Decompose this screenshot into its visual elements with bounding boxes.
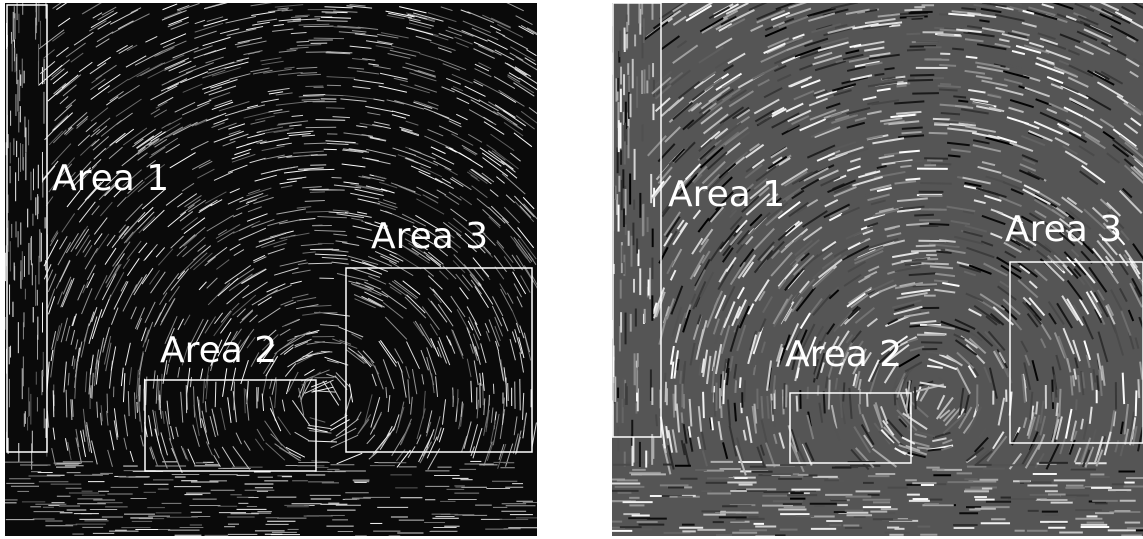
- streak: [215, 382, 216, 407]
- area-label: Area 1: [52, 158, 169, 199]
- streak: [907, 17, 925, 18]
- streak: [937, 35, 954, 36]
- streak: [317, 21, 348, 22]
- streak: [1036, 402, 1037, 415]
- streak: [929, 133, 948, 134]
- streak: [902, 127, 923, 128]
- streak: [137, 402, 138, 413]
- streak: [258, 387, 259, 401]
- streak: [673, 394, 674, 418]
- streak: [934, 125, 949, 126]
- streak: [958, 101, 968, 102]
- streak: [797, 396, 798, 412]
- streak: [772, 400, 773, 414]
- streak: [924, 158, 948, 159]
- streak: [934, 280, 948, 281]
- streak: [316, 120, 346, 121]
- streak: [938, 86, 961, 87]
- streak: [682, 412, 683, 422]
- streak: [897, 83, 907, 84]
- streak: [138, 396, 139, 412]
- streak: [928, 224, 950, 225]
- panel-right: Area 1 Area 2 Area 3: [602, 0, 1143, 536]
- streak: [900, 166, 911, 167]
- streak: [907, 50, 925, 51]
- streak: [1076, 399, 1077, 410]
- streak: [735, 403, 736, 422]
- streak: [66, 390, 67, 418]
- streak: [931, 164, 951, 165]
- streak: [1056, 403, 1057, 416]
- streak: [912, 259, 927, 260]
- streak: [867, 393, 868, 406]
- streak: [910, 75, 934, 76]
- streak: [680, 371, 681, 384]
- streak: [107, 394, 108, 414]
- streak: [740, 377, 741, 388]
- streak: [305, 86, 323, 87]
- streak: [843, 382, 844, 401]
- streak: [948, 155, 960, 156]
- streak: [824, 391, 825, 413]
- streak: [941, 113, 960, 114]
- streak: [915, 387, 916, 409]
- streak: [735, 380, 736, 393]
- streak: [53, 390, 54, 417]
- streak: [1097, 375, 1098, 390]
- streak: [1073, 375, 1074, 386]
- streak: [916, 245, 936, 246]
- streak: [884, 68, 894, 69]
- streak: [744, 380, 745, 402]
- streak: [934, 121, 959, 122]
- area-label: Area 2: [160, 330, 277, 371]
- streak: [921, 263, 948, 264]
- streak: [905, 179, 920, 180]
- streak: [1059, 389, 1060, 417]
- streak: [761, 396, 762, 418]
- streak: [493, 384, 494, 394]
- streak: [966, 57, 978, 58]
- streak: [953, 96, 966, 97]
- area-label: Area 3: [371, 216, 488, 257]
- streak: [909, 12, 929, 13]
- streak: [703, 392, 704, 418]
- streak: [952, 49, 964, 50]
- streak: [907, 80, 933, 81]
- streak: [939, 65, 956, 66]
- panel-left: Area 1 Area 2 Area 3: [2, 0, 550, 536]
- area-label: Area 3: [1005, 209, 1122, 250]
- streak: [304, 101, 325, 102]
- streak: [331, 177, 341, 178]
- streak: [508, 383, 509, 401]
- streak: [961, 8, 976, 9]
- streak: [896, 86, 906, 87]
- streak: [818, 385, 819, 395]
- streak: [904, 10, 922, 11]
- streak: [714, 392, 715, 416]
- streak: [914, 215, 934, 216]
- streak: [829, 380, 830, 410]
- streak: [187, 394, 188, 409]
- figure: Area 1 Area 2 Area 3 Area 1 Area 2 Area …: [0, 0, 1143, 539]
- streak: [939, 89, 958, 90]
- streak: [906, 34, 920, 35]
- streak: [940, 84, 951, 85]
- streak: [1138, 379, 1139, 398]
- streak: [933, 119, 950, 120]
- streak: [895, 393, 896, 405]
- page: Area 1 Area 2 Area 3 Area 1 Area 2 Area …: [0, 0, 1143, 539]
- streak: [325, 95, 344, 96]
- streak: [322, 12, 348, 13]
- streak: [920, 183, 951, 184]
- area-label: Area 2: [785, 334, 902, 375]
- streak: [767, 396, 768, 419]
- streak: [656, 414, 657, 426]
- area-label: Area 1: [668, 174, 785, 215]
- streak: [326, 108, 345, 109]
- streak: [1136, 390, 1137, 416]
